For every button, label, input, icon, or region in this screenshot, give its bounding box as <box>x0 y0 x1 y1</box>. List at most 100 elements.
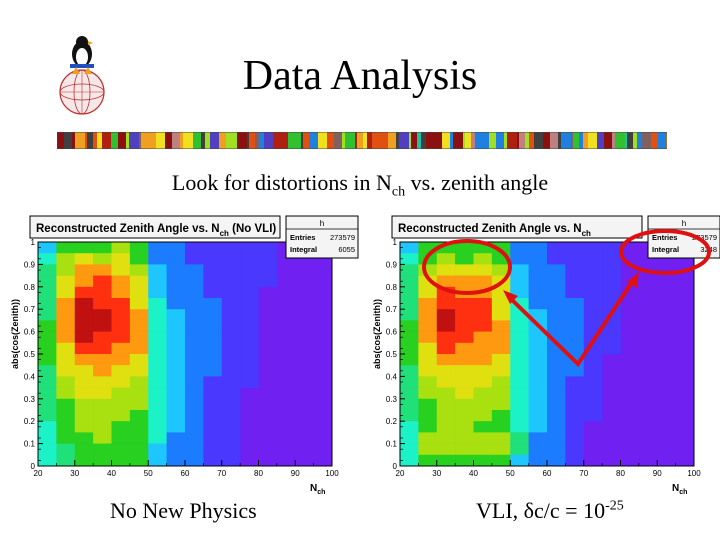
bar-stripe <box>550 132 558 149</box>
heatmap-cell <box>93 342 112 355</box>
bar-stripe <box>102 132 111 149</box>
bar-stripe <box>264 132 273 149</box>
y-tick-label: 0.8 <box>386 283 398 292</box>
heatmap-cell <box>221 253 241 265</box>
bar-stripe <box>573 132 579 149</box>
heatmap-cell <box>56 298 76 310</box>
heatmap-cell <box>74 298 94 310</box>
chart-title: Reconstructed Zenith Angle vs. Nch <box>398 223 591 238</box>
bar-stripe <box>247 132 249 149</box>
heatmap-cell <box>56 309 76 321</box>
heatmap-cell <box>436 454 456 467</box>
bar-stripe <box>318 132 327 149</box>
subtitle-text: Look for distortions in N <box>171 170 392 195</box>
heatmap-cell <box>38 365 57 377</box>
heatmap-cell <box>56 253 76 265</box>
heatmap-cell <box>166 421 186 433</box>
heatmap-cell <box>473 242 493 254</box>
x-tick-label: 20 <box>34 469 43 478</box>
x-tick-label: 60 <box>181 469 190 478</box>
heatmap-cell <box>240 242 259 254</box>
heatmap-cell <box>510 365 529 377</box>
y-tick-label: 0.2 <box>386 417 398 426</box>
heatmap-cell <box>203 286 223 299</box>
bar-stripe <box>604 132 612 149</box>
heatmap-cell <box>400 443 419 456</box>
bar-stripe <box>118 132 126 149</box>
bar-stripe <box>597 132 604 149</box>
heatmap-cell <box>111 309 131 321</box>
heatmap-cell <box>400 376 419 388</box>
bar-stripe <box>651 132 658 149</box>
heatmap-cell <box>166 331 186 344</box>
heatmap-cell <box>111 410 131 422</box>
heatmap-cell <box>602 253 621 265</box>
heatmap-cell <box>111 253 131 265</box>
heatmap-cell <box>400 264 419 276</box>
heatmap-cell <box>129 242 149 254</box>
heatmap-cell <box>436 342 456 355</box>
heatmap-cell <box>129 253 149 265</box>
heatmap-cell <box>547 275 566 288</box>
y-tick-label: 0.7 <box>24 305 36 314</box>
heatmap-cell <box>436 398 456 411</box>
heatmap-cell <box>528 387 548 400</box>
bar-stripe <box>273 132 280 149</box>
x-tick-label: 40 <box>107 469 116 478</box>
heatmap-cell <box>258 264 278 276</box>
heatmap-no-vli: Reconstructed Zenith Angle vs. Nch (No V… <box>10 215 359 496</box>
heatmap-cell <box>565 376 585 388</box>
heatmap-cell <box>221 309 241 321</box>
heatmap-cell <box>491 387 511 400</box>
heatmap-cell <box>510 320 529 332</box>
heatmap-cell <box>111 298 131 310</box>
heatmap-cell <box>56 286 76 299</box>
heatmap-cell <box>547 365 566 377</box>
heatmap-cell <box>583 264 603 276</box>
heatmap-cell <box>185 253 204 265</box>
y-tick-label: 0.9 <box>386 260 398 269</box>
heatmap-cell <box>528 342 548 355</box>
heatmap-cell <box>56 275 76 288</box>
heatmap-cell <box>129 342 149 355</box>
stats-box-bg <box>285 215 359 259</box>
bar-stripe <box>151 132 156 149</box>
heatmap-cell <box>166 264 186 276</box>
bar-stripe <box>409 132 411 149</box>
heatmap-cell <box>491 398 511 411</box>
heatmap-cell <box>583 387 603 400</box>
heatmap-cell <box>400 432 419 444</box>
heatmap-cell <box>148 286 167 299</box>
heatmap-cell <box>528 264 548 276</box>
x-axis-label-subscript: ch <box>679 489 687 496</box>
bar-stripe <box>642 132 651 149</box>
bar-stripe <box>399 132 409 149</box>
heatmap-cell <box>56 342 76 355</box>
heatmap-cell <box>93 253 112 265</box>
bar-stripe <box>237 132 247 149</box>
heatmap-cell <box>38 320 57 332</box>
heatmap-cell <box>510 421 529 433</box>
slide-subtitle: Look for distortions in Nch vs. zenith a… <box>0 170 720 200</box>
heatmap-cell <box>38 242 57 254</box>
stats-entries-label: Entries <box>652 233 677 242</box>
heatmap-cell <box>418 309 438 321</box>
heatmap-cell <box>583 242 603 254</box>
bar-stripe <box>301 132 303 149</box>
heatmap-cell <box>418 421 438 433</box>
heatmap-cell <box>38 354 57 366</box>
bar-stripe <box>496 132 504 149</box>
heatmap-cell <box>547 443 566 456</box>
heatmap-cell <box>203 454 223 467</box>
heatmap-cell <box>258 253 278 265</box>
bar-stripe <box>165 132 172 149</box>
heatmap-cell <box>74 275 94 288</box>
heatmap-cell <box>473 320 493 332</box>
heatmap-cell <box>203 320 223 332</box>
bar-stripe <box>141 132 147 149</box>
heatmap-cell <box>74 443 94 456</box>
heatmap-cell <box>74 387 94 400</box>
heatmap-cell <box>455 398 474 411</box>
heatmap-cell <box>56 365 76 377</box>
heatmap-cell <box>185 354 204 366</box>
